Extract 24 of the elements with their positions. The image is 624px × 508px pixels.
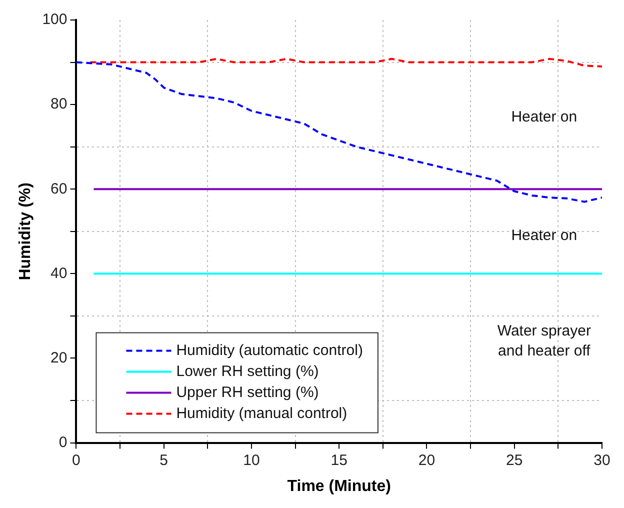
x-tick-label: 25 <box>506 452 523 469</box>
legend-label: Upper RH setting (%) <box>176 384 319 401</box>
annotation: Heater on <box>511 226 578 244</box>
y-tick-label: 0 <box>58 434 68 451</box>
x-axis-title: Time (Minute) <box>287 478 391 495</box>
x-tick-label: 30 <box>594 452 610 469</box>
x-tick-label: 0 <box>72 452 80 469</box>
legend-label: Humidity (automatic control) <box>176 342 363 359</box>
annotation: Heater on <box>511 108 578 126</box>
x-tick-label: 20 <box>418 452 436 469</box>
legend-label: Lower RH setting (%) <box>176 362 319 380</box>
y-tick-label: 20 <box>50 349 68 366</box>
legend-label: Humidity (manual control) <box>176 404 348 422</box>
y-tick-label: 60 <box>50 180 68 198</box>
y-tick-label: 40 <box>50 264 68 282</box>
y-tick-label: 80 <box>50 96 68 113</box>
x-tick-label: 5 <box>160 452 168 469</box>
x-tick-label: 15 <box>330 452 348 469</box>
line-series <box>89 58 602 68</box>
y-tick-label: 100 <box>42 11 68 28</box>
y-axis-title: Humidity (%) <box>17 182 34 280</box>
line-series <box>76 61 602 203</box>
x-tick-label: 10 <box>243 452 260 469</box>
annotation: Water sprayer and heater off <box>497 322 592 360</box>
